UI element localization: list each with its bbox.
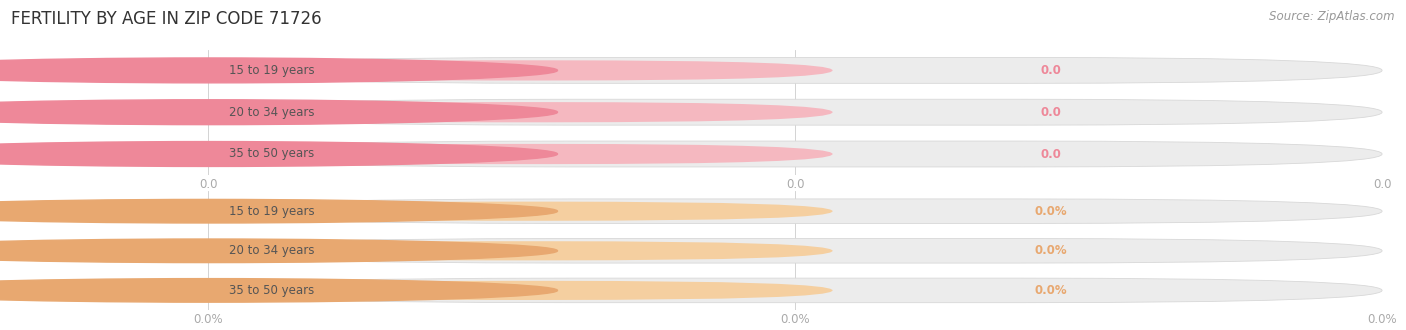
- Text: 20 to 34 years: 20 to 34 years: [229, 244, 315, 257]
- Text: 15 to 19 years: 15 to 19 years: [229, 64, 315, 77]
- Circle shape: [0, 100, 557, 125]
- Text: 15 to 19 years: 15 to 19 years: [229, 205, 315, 218]
- FancyBboxPatch shape: [208, 278, 1382, 303]
- FancyBboxPatch shape: [208, 239, 1382, 263]
- FancyBboxPatch shape: [208, 241, 832, 260]
- FancyBboxPatch shape: [208, 60, 832, 81]
- FancyBboxPatch shape: [208, 144, 832, 164]
- Text: 0.0%: 0.0%: [1035, 205, 1067, 218]
- Text: 0.0: 0.0: [1040, 148, 1062, 160]
- Text: 0.0%: 0.0%: [1035, 244, 1067, 257]
- Text: 35 to 50 years: 35 to 50 years: [229, 148, 315, 160]
- Circle shape: [0, 279, 557, 302]
- Text: Source: ZipAtlas.com: Source: ZipAtlas.com: [1270, 10, 1395, 23]
- Text: 20 to 34 years: 20 to 34 years: [229, 106, 315, 119]
- Text: 0.0%: 0.0%: [1035, 284, 1067, 297]
- Text: FERTILITY BY AGE IN ZIP CODE 71726: FERTILITY BY AGE IN ZIP CODE 71726: [11, 10, 322, 28]
- Circle shape: [0, 58, 557, 83]
- FancyBboxPatch shape: [208, 281, 832, 300]
- Text: 35 to 50 years: 35 to 50 years: [229, 284, 315, 297]
- FancyBboxPatch shape: [208, 57, 1382, 83]
- Circle shape: [0, 239, 557, 263]
- FancyBboxPatch shape: [208, 102, 832, 122]
- FancyBboxPatch shape: [208, 99, 1382, 125]
- FancyBboxPatch shape: [208, 202, 832, 221]
- Text: 0.0: 0.0: [1040, 106, 1062, 119]
- FancyBboxPatch shape: [208, 141, 1382, 167]
- Circle shape: [0, 199, 557, 223]
- Text: 0.0: 0.0: [1040, 64, 1062, 77]
- FancyBboxPatch shape: [208, 199, 1382, 223]
- Circle shape: [0, 142, 557, 166]
